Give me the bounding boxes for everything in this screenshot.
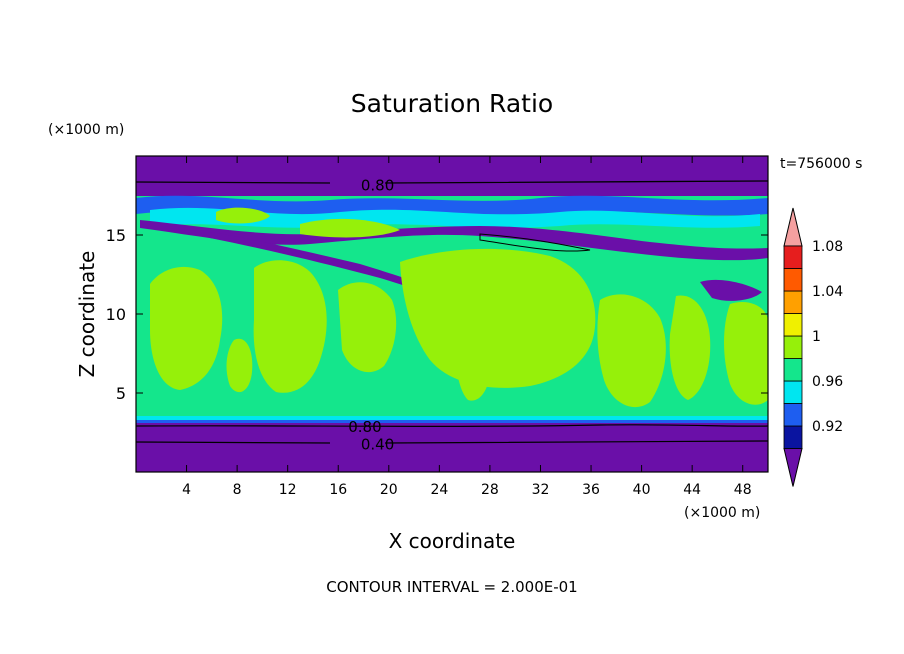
- x-tick-label: 12: [279, 482, 297, 498]
- x-tick-label: 4: [182, 482, 191, 498]
- descending-streak: [210, 232, 472, 306]
- x-tick-label: 44: [683, 482, 701, 498]
- colorbar-band: [783, 425, 803, 449]
- x-tick-label: 40: [633, 482, 651, 498]
- colorbar-band: [783, 245, 803, 269]
- y-unit-label: (×1000 m): [48, 122, 124, 138]
- chart-title: Saturation Ratio: [351, 89, 553, 118]
- upper-right-dry-patch: [700, 279, 762, 301]
- cloud-cell-9: [226, 338, 253, 393]
- colorbar-band: [783, 290, 803, 314]
- contour-label: 0.80: [361, 176, 394, 194]
- contour-line-upper: [136, 180, 768, 184]
- contour-labels: 0.800.800.40: [348, 176, 394, 453]
- x-axis-label: X coordinate: [389, 529, 516, 553]
- cloud-cell-11: [300, 218, 400, 238]
- contour-label: 0.40: [361, 436, 394, 454]
- contour-label: 0.80: [348, 418, 381, 436]
- cloud-cell-1: [150, 266, 223, 390]
- cloud-cell-10: [216, 207, 270, 224]
- cloud-cell-2: [253, 260, 327, 393]
- lower-dry-layer: [136, 418, 768, 472]
- y-tick-label: 10: [106, 305, 126, 324]
- colorbar-label: 0.96: [812, 374, 843, 390]
- contour-line-lower: [136, 440, 768, 444]
- plot-area: [136, 156, 768, 472]
- cloud-cell-4: [400, 248, 596, 388]
- x-tick-label: 36: [582, 482, 600, 498]
- colorbar-label: 0.92: [812, 419, 843, 435]
- x-unit-label: (×1000 m): [684, 505, 760, 521]
- colorbar-band: [783, 358, 803, 382]
- colorbar-band: [783, 380, 803, 404]
- colorbar-band: [783, 403, 803, 427]
- cloud-base-blue: [136, 420, 768, 423]
- cloud-cell-3: [338, 282, 397, 373]
- cloud-cell-6: [597, 294, 666, 408]
- x-tick-label: 20: [380, 482, 398, 498]
- x-tick-label: 24: [430, 482, 448, 498]
- colorbar-label: 1: [812, 329, 821, 345]
- contour-line-base: [136, 424, 768, 427]
- y-axis: 5 10 15: [106, 226, 768, 403]
- x-tick-label: 32: [532, 482, 550, 498]
- cloud-cell-5: [455, 318, 491, 401]
- upper-blue-band: [136, 195, 768, 216]
- colorbar-label: 1.08: [812, 239, 843, 255]
- contour-interval-footer: CONTOUR INTERVAL = 2.000E-01: [326, 578, 577, 596]
- contour-outline-streak: [479, 233, 591, 252]
- x-tick-label: 8: [233, 482, 242, 498]
- time-label: t=756000 s: [780, 156, 862, 172]
- x-tick-label: 28: [481, 482, 499, 498]
- cloud-cell-8: [724, 301, 768, 405]
- x-axis: 4 8 12 16 20 24 28 32 36 40 44 48: [182, 156, 752, 498]
- upper-dark-streak: [140, 220, 768, 261]
- y-tick-label: 15: [106, 226, 126, 245]
- x-tick-label: 48: [734, 482, 752, 498]
- upper-cyan-band: [150, 207, 760, 228]
- colorbar-band: [783, 313, 803, 337]
- colorbar: 0.92 0.96 1 1.04 1.08: [783, 207, 843, 487]
- x-tick-label: 16: [329, 482, 347, 498]
- cloud-cell-7: [669, 295, 711, 400]
- colorbar-lower-triangle: [783, 448, 803, 487]
- y-tick-label: 5: [116, 384, 126, 403]
- colorbar-label: 1.04: [812, 284, 843, 300]
- y-axis-label: Z coordinate: [75, 251, 99, 378]
- colorbar-upper-triangle: [783, 207, 803, 247]
- colorbar-band: [783, 335, 803, 359]
- cloud-base-cyan: [136, 416, 768, 420]
- colorbar-band: [783, 268, 803, 292]
